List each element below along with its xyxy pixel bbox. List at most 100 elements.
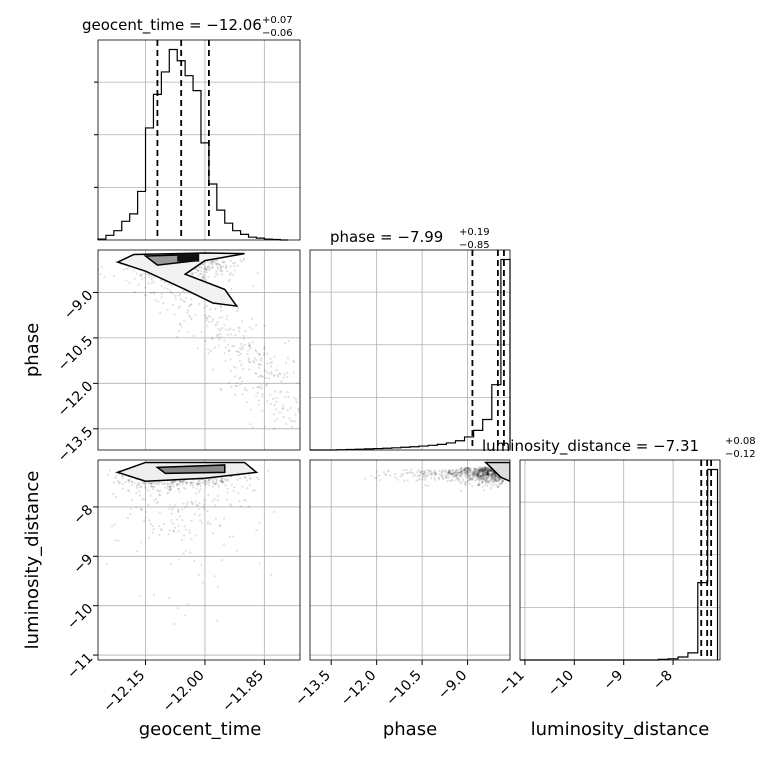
sample-point (473, 467, 476, 470)
sample-point (175, 483, 178, 486)
sample-point (487, 474, 490, 477)
sample-point (463, 467, 466, 470)
sample-point (207, 494, 210, 497)
sample-point (214, 482, 217, 486)
sample-point (286, 409, 289, 412)
sample-point (163, 286, 167, 289)
sample-point (181, 538, 184, 541)
sample-point (237, 307, 240, 310)
sample-point (169, 485, 172, 488)
sample-point (190, 272, 193, 275)
sample-point (125, 279, 128, 282)
sample-point (213, 261, 216, 264)
sample-point (214, 307, 217, 310)
sample-point (205, 482, 208, 485)
sample-point (218, 316, 221, 319)
sample-point (419, 470, 422, 473)
sample-point (482, 471, 486, 474)
sample-point (176, 488, 180, 491)
sample-point (152, 280, 155, 283)
sample-point (478, 474, 481, 477)
sample-point (485, 470, 489, 473)
sample-point (189, 484, 192, 487)
sample-point (219, 479, 222, 482)
sample-point (476, 475, 479, 478)
sample-point (220, 309, 223, 312)
sample-point (483, 472, 487, 475)
sample-point (147, 282, 150, 285)
sample-point (182, 299, 185, 302)
sample-point (292, 371, 296, 374)
sample-point (473, 471, 476, 474)
sample-point (246, 389, 249, 392)
sample-point (210, 260, 213, 264)
sample-point (258, 353, 262, 356)
sample-point (484, 467, 487, 470)
sample-point (221, 327, 224, 330)
sample-point (135, 506, 138, 509)
sample-point (178, 292, 181, 296)
sample-point (486, 468, 489, 471)
ytick-label-phase-0: −13.5 (55, 424, 97, 466)
sample-point (278, 372, 282, 376)
contour-inner (155, 464, 226, 475)
sample-point (489, 469, 493, 472)
sample-point (231, 535, 235, 538)
sample-point (486, 472, 489, 475)
sample-point (189, 551, 192, 554)
sample-point (211, 266, 214, 269)
sample-point (471, 472, 474, 475)
sample-point (239, 505, 242, 508)
sample-point (170, 488, 173, 491)
sample-point (447, 471, 450, 474)
sample-point (467, 466, 471, 469)
sample-point (234, 393, 237, 396)
sample-point (229, 369, 232, 372)
sample-point (142, 273, 145, 276)
sample-point (219, 305, 222, 309)
sample-point (433, 476, 436, 479)
sample-point (198, 502, 201, 505)
sample-point (211, 368, 215, 371)
sample-point (282, 416, 285, 419)
sample-point (445, 472, 448, 475)
sample-point (263, 346, 266, 349)
sample-point (466, 467, 470, 470)
sample-point (117, 482, 121, 485)
sample-point (213, 498, 216, 501)
sample-point (133, 481, 136, 485)
sample-point (495, 479, 498, 482)
sample-point (476, 474, 479, 477)
sample-point (135, 272, 138, 275)
sample-point (160, 279, 163, 282)
sample-point (182, 319, 186, 322)
sample-point (452, 475, 455, 479)
sample-point (141, 498, 144, 501)
histogram-luminosity-distance (519, 459, 721, 661)
sample-point (128, 489, 131, 493)
sample-point (460, 467, 463, 470)
sample-point (224, 479, 228, 482)
sample-point (481, 470, 485, 474)
sample-point (224, 266, 228, 269)
sample-point (214, 262, 217, 265)
sample-point (242, 334, 245, 338)
sample-point (149, 494, 152, 497)
sample-point (447, 471, 451, 474)
sample-point (263, 324, 266, 327)
sample-point (232, 328, 235, 331)
sample-point (242, 337, 246, 340)
sample-point (209, 308, 212, 311)
sample-point (475, 469, 479, 472)
sample-point (228, 349, 231, 353)
sample-point (233, 486, 236, 489)
sample-point (232, 344, 236, 348)
title-luminosity-distance-plus: +0.08 (725, 436, 756, 447)
sample-point (469, 477, 472, 480)
sample-point (206, 267, 209, 270)
sample-point (190, 481, 193, 484)
sample-point (105, 562, 108, 566)
sample-point (205, 319, 208, 322)
sample-point (202, 507, 206, 511)
sample-point (257, 477, 260, 481)
